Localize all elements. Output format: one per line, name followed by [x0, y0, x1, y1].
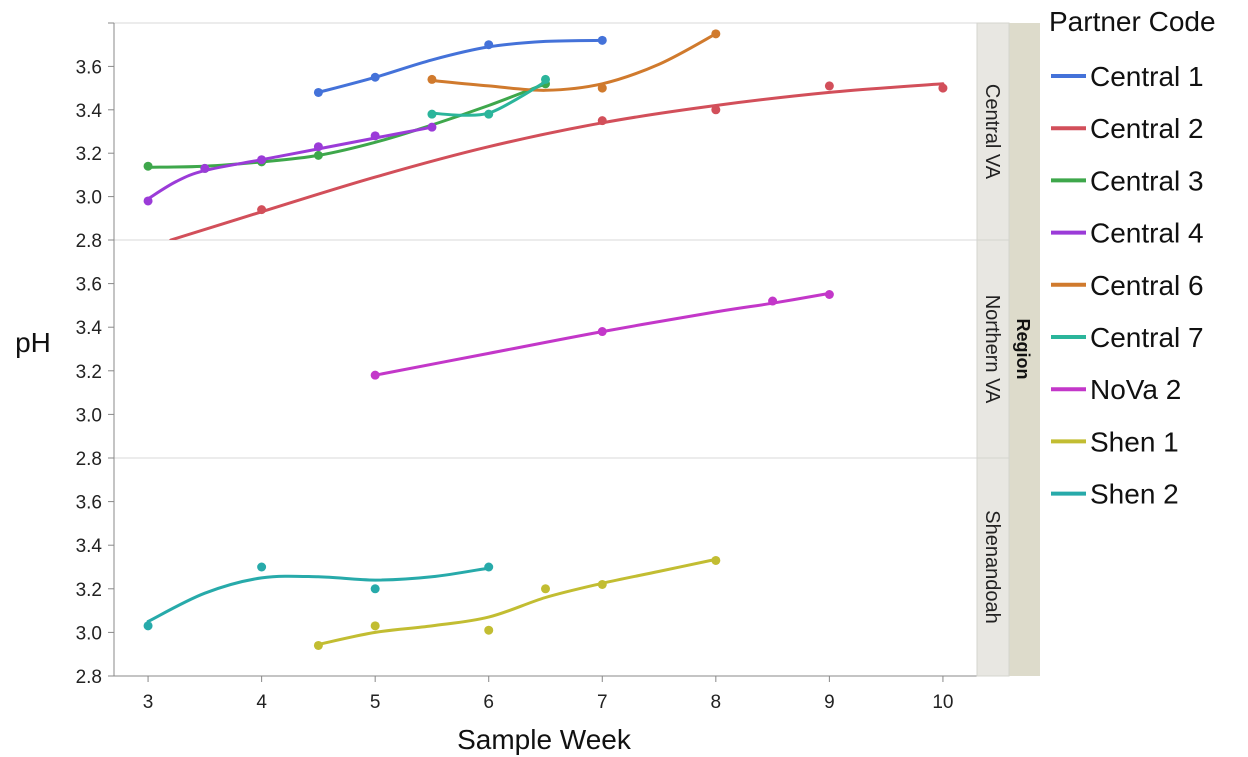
data-point-central-4	[427, 122, 437, 132]
data-point-central-1	[370, 72, 380, 82]
data-point-central-6	[427, 74, 437, 84]
facet-label: Northern VA	[981, 295, 1003, 404]
data-point-shen-1	[313, 640, 323, 650]
y-tick-label: 3.4	[76, 318, 103, 339]
legend-label-central-3: Central 3	[1090, 165, 1204, 196]
data-point-nova-2	[597, 327, 607, 337]
y-tick-label: 3.4	[76, 101, 103, 122]
data-point-central-7	[541, 74, 550, 84]
data-point-shen-2	[257, 562, 267, 572]
legend-label-shen-1: Shen 1	[1090, 426, 1179, 457]
x-tick-label: 9	[824, 692, 835, 713]
facet-label: Shenandoah	[981, 510, 1003, 623]
y-tick-label: 2.8	[76, 667, 102, 688]
legend: Partner Code Central 1 Central 2 Central 3…	[1049, 6, 1216, 510]
legend-label-shen-2: Shen 2	[1090, 479, 1179, 510]
y-tick-label: 2.8	[76, 449, 102, 470]
data-point-central-7	[427, 109, 437, 119]
data-point-shen-2	[143, 621, 153, 631]
series-line-shen-2	[146, 566, 491, 623]
series-line-central-2	[169, 82, 945, 240]
data-point-shen-2	[484, 562, 494, 572]
facet-label: Central VA	[981, 84, 1003, 180]
data-point-central-7	[484, 109, 494, 119]
data-point-central-2	[597, 116, 607, 126]
y-tick-label: 3.0	[76, 405, 102, 426]
data-point-central-6	[597, 83, 607, 93]
facet-marks	[370, 290, 834, 380]
x-tick-label: 6	[483, 692, 494, 713]
y-tick-label: 3.2	[76, 580, 102, 601]
data-point-central-4	[143, 196, 153, 206]
data-point-central-1	[484, 40, 494, 50]
axes: 2.8 3.0 3.2 3.4 3.6 2.8 3.0 3.2 3.4 3.6 2.8 3.0 3.2 3…	[76, 22, 977, 713]
facet-strips: Central VA Northern VA Shenandoah	[976, 22, 1040, 677]
x-tick-label: 3	[143, 692, 154, 713]
y-tick-label: 3.0	[76, 188, 102, 209]
facet-title: Region	[1013, 319, 1033, 380]
data-point-shen-1	[711, 555, 721, 565]
x-tick-label: 7	[597, 692, 608, 713]
facet-panel	[113, 22, 978, 241]
series-line-central-1	[316, 38, 604, 94]
data-point-central-2	[257, 205, 267, 215]
y-tick-label: 3.2	[76, 144, 102, 165]
facet-strip	[976, 457, 1010, 677]
series-line-shen-1	[316, 557, 718, 646]
x-tick-label: 5	[370, 692, 381, 713]
facet-panel	[113, 239, 978, 459]
y-tick-label: 3.0	[76, 623, 102, 644]
data-point-shen-1	[370, 621, 380, 631]
data-point-central-2	[938, 83, 948, 93]
data-point-central-6	[711, 29, 721, 39]
data-point-central-2	[711, 105, 721, 115]
x-axis-title: Sample Week	[457, 724, 632, 755]
data-point-shen-1	[484, 625, 494, 635]
chart-marks	[143, 29, 948, 650]
data-point-nova-2	[768, 296, 778, 306]
facet-marks	[143, 29, 948, 240]
y-tick-label: 3.2	[76, 362, 102, 383]
facet-strip	[976, 239, 1010, 459]
facet-strip	[976, 22, 1010, 241]
data-point-central-4	[370, 131, 380, 141]
legend-label-central-6: Central 6	[1090, 270, 1204, 301]
legend-title: Partner Code	[1049, 6, 1216, 37]
y-tick-label: 3.4	[76, 536, 103, 557]
data-point-shen-1	[541, 584, 550, 594]
y-tick-label: 3.6	[76, 275, 102, 296]
facet-panels	[113, 22, 978, 677]
data-point-central-1	[313, 87, 323, 97]
y-axis-title: pH	[15, 327, 51, 358]
series-line-central-3	[146, 82, 547, 169]
series-line-central-6	[430, 32, 718, 92]
x-tick-label: 4	[256, 692, 267, 713]
data-point-central-3	[313, 150, 323, 160]
y-tick-label: 3.6	[76, 493, 102, 514]
legend-label-central-1: Central 1	[1090, 61, 1204, 92]
facet-marks	[143, 555, 721, 650]
data-point-central-2	[824, 81, 834, 91]
data-point-central-4	[200, 163, 210, 173]
legend-label-nova-2: NoVa 2	[1090, 374, 1181, 405]
legend-label-central-2: Central 2	[1090, 113, 1204, 144]
data-point-central-4	[313, 142, 323, 152]
x-tick-label: 10	[932, 692, 953, 713]
data-point-central-4	[257, 155, 267, 165]
legend-label-central-4: Central 4	[1090, 218, 1204, 249]
y-tick-label: 2.8	[76, 231, 102, 252]
data-point-central-1	[597, 35, 607, 45]
facet-panel	[113, 457, 978, 677]
data-point-nova-2	[824, 290, 834, 299]
data-point-shen-1	[597, 579, 607, 589]
y-tick-label: 3.6	[76, 57, 102, 78]
data-point-shen-2	[370, 584, 380, 594]
x-tick-label: 8	[711, 692, 722, 713]
legend-label-central-7: Central 7	[1090, 322, 1204, 353]
region-band	[1009, 23, 1040, 676]
data-point-central-3	[143, 161, 153, 171]
data-point-nova-2	[370, 370, 380, 380]
